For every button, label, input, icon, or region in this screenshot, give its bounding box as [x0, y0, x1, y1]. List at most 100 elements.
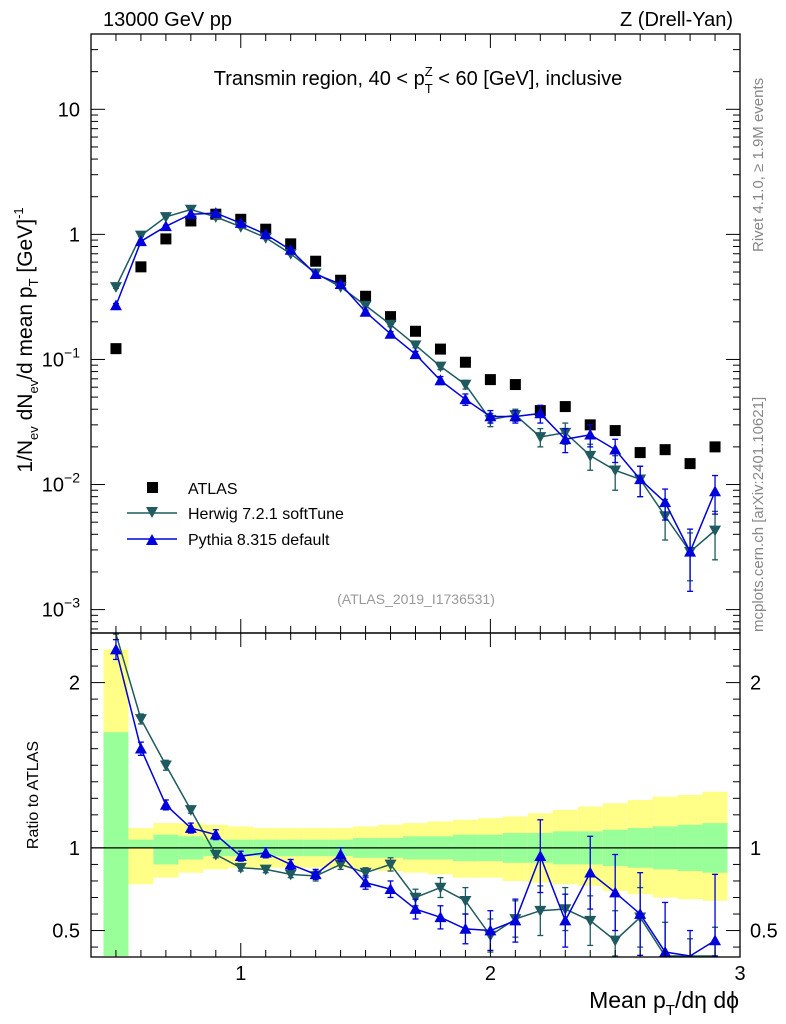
ratio-herwig-7-2-1-softtune-point [409, 892, 422, 904]
ratio-pythia-8-315-default-point [484, 924, 497, 936]
ratio-herwig-7-2-1-softtune-point [609, 935, 622, 947]
pythia-8-315-default-point [384, 327, 397, 339]
stat-band-green [153, 834, 179, 865]
header-right: Z (Drell-Yan) [620, 9, 733, 31]
herwig-7-2-1-softtune-point [159, 212, 172, 223]
ratio-pythia-8-315-default-point [159, 798, 172, 810]
pythia-8-315-default-point [509, 410, 522, 422]
ratio-y-tick-label-right: 2 [750, 673, 761, 695]
ratio-pythia-8-315-default-point [709, 934, 722, 946]
ratio-herwig-7-2-1-softtune-point [159, 760, 172, 772]
main-y-tick-label: 1 [69, 224, 80, 246]
atlas-point [410, 325, 421, 337]
main-y-tick-label: 10−1 [42, 344, 80, 371]
legend-atlas-marker [147, 482, 158, 493]
main-y-axis-label: 1/Nev dNev/d mean pT [GeV]-1 [11, 207, 41, 472]
herwig-7-2-1-softtune-point [609, 465, 622, 477]
x-tick-label: 1 [235, 963, 246, 985]
pythia-8-315-default-point [159, 220, 172, 232]
atlas-point [559, 401, 571, 413]
herwig-7-2-1-softtune-point [409, 340, 422, 352]
herwig-7-2-1-softtune-line [115, 208, 716, 553]
ratio-pythia-8-315-default-point [309, 868, 322, 880]
ratio-pythia-8-315-default-point [559, 914, 572, 926]
ratio-pythia-8-315-default-point [509, 914, 522, 926]
ratio-pythia-8-315-default-point [634, 908, 647, 919]
ratio-pythia-8-315-default-point [384, 883, 397, 895]
pythia-8-315-default-point [409, 348, 422, 360]
herwig-7-2-1-softtune-point [434, 361, 447, 373]
pythia-8-315-default-point [234, 217, 247, 228]
pythia-8-315-default-point [709, 485, 722, 497]
main-title: Transmin region, 40 < pZ T < 60 [GeV], in… [214, 64, 623, 96]
mcplots-label: mcplots.cern.ch [arXiv:2401.10621] [750, 397, 767, 632]
herwig-7-2-1-softtune-point [109, 282, 122, 293]
atlas-point [135, 261, 147, 273]
ratio-pythia-8-315-default-point [534, 850, 547, 861]
main-y-tick-label: 10 [58, 99, 80, 121]
pythia-8-315-default-point [584, 428, 597, 440]
ratio-herwig-7-2-1-softtune-point [284, 869, 297, 881]
ratio-pythia-8-315-default-point [209, 828, 222, 840]
herwig-7-2-1-softtune-point [534, 432, 547, 443]
ratio-y-axis-label: Ratio to ATLAS [25, 741, 42, 849]
pythia-8-315-default-point [259, 228, 272, 240]
ratio-pythia-8-315-default-point [584, 866, 597, 878]
pythia-8-315-default-point [484, 410, 497, 422]
atlas-point [459, 356, 471, 368]
ratio-y-tick-label-left: 2 [69, 673, 80, 695]
ratio-pythia-8-315-default-point [359, 876, 372, 888]
legend-atlas-label: ATLAS [188, 481, 238, 498]
herwig-7-2-1-softtune-point [584, 450, 597, 462]
stat-band-green [128, 839, 154, 848]
atlas-point [659, 444, 671, 456]
ratio-y-tick-label-right: 1 [750, 838, 761, 860]
ratio-herwig-7-2-1-softtune-point [359, 867, 372, 879]
atlas-point [360, 290, 372, 302]
atlas-point [684, 458, 696, 470]
ratio-pythia-8-315-default-point [134, 742, 147, 754]
pythia-8-315-default-point [534, 407, 547, 419]
main-marks [109, 204, 722, 592]
pythia-8-315-default-line [115, 212, 716, 554]
ratio-axes: 2 2 1 1 0.5 0.5 1 2 3 [52, 632, 778, 985]
pythia-8-315-default-point [284, 244, 297, 255]
pythia-8-315-default-point [659, 496, 672, 508]
ratio-pythia-8-315-default-point [259, 846, 272, 858]
atlas-point [185, 215, 197, 227]
ratio-herwig-7-2-1-softtune-point [209, 849, 222, 861]
pythia-8-315-default-point [559, 433, 572, 445]
herwig-7-2-1-softtune-point [709, 525, 722, 537]
ratio-pythia-8-315-default-point [434, 911, 447, 923]
syst-band-yellow [128, 828, 154, 885]
legend-herwig-marker [146, 507, 158, 518]
legend: ATLAS Herwig 7.2.1 softTune Pythia 8.315… [127, 481, 344, 549]
pythia-8-315-default-point [609, 443, 622, 455]
main-axes: 10 1 10−1 10−2 10−3 [42, 33, 741, 634]
atlas-point [484, 374, 496, 386]
pythia-8-315-default-point [684, 545, 697, 557]
ratio-pythia-8-315-default-point [109, 643, 122, 655]
ratio-pythia-8-315-default-point [234, 850, 247, 861]
ratio-herwig-7-2-1-softtune-point [184, 805, 197, 816]
main-panel: Transmin region, 40 < pZ T < 60 [GeV], in… [11, 33, 741, 634]
herwig-7-2-1-softtune-point [459, 379, 472, 391]
ratio-pythia-8-315-default-point [334, 848, 347, 860]
ratio-y-tick-label-left: 0.5 [52, 921, 80, 943]
pythia-8-315-default-point [184, 208, 197, 219]
ratio-pythia-8-315-default-point [284, 858, 297, 870]
ratio-pythia-8-315-default-point [184, 822, 197, 833]
atlas-point [609, 425, 621, 437]
ratio-pythia-8-315-default-point [609, 886, 622, 898]
main-y-tick-label: 10−2 [42, 470, 80, 497]
ratio-herwig-7-2-1-softtune-point [384, 859, 397, 871]
legend-pythia-label: Pythia 8.315 default [188, 532, 330, 549]
ratio-y-tick-label-left: 1 [69, 838, 80, 860]
pythia-8-315-default-point [359, 305, 372, 317]
pythia-8-315-default-point [209, 207, 222, 218]
stat-band-green [103, 732, 129, 956]
ratio-herwig-7-2-1-softtune-point [534, 905, 547, 917]
atlas-point [385, 311, 397, 323]
x-tick-label: 2 [485, 963, 496, 985]
